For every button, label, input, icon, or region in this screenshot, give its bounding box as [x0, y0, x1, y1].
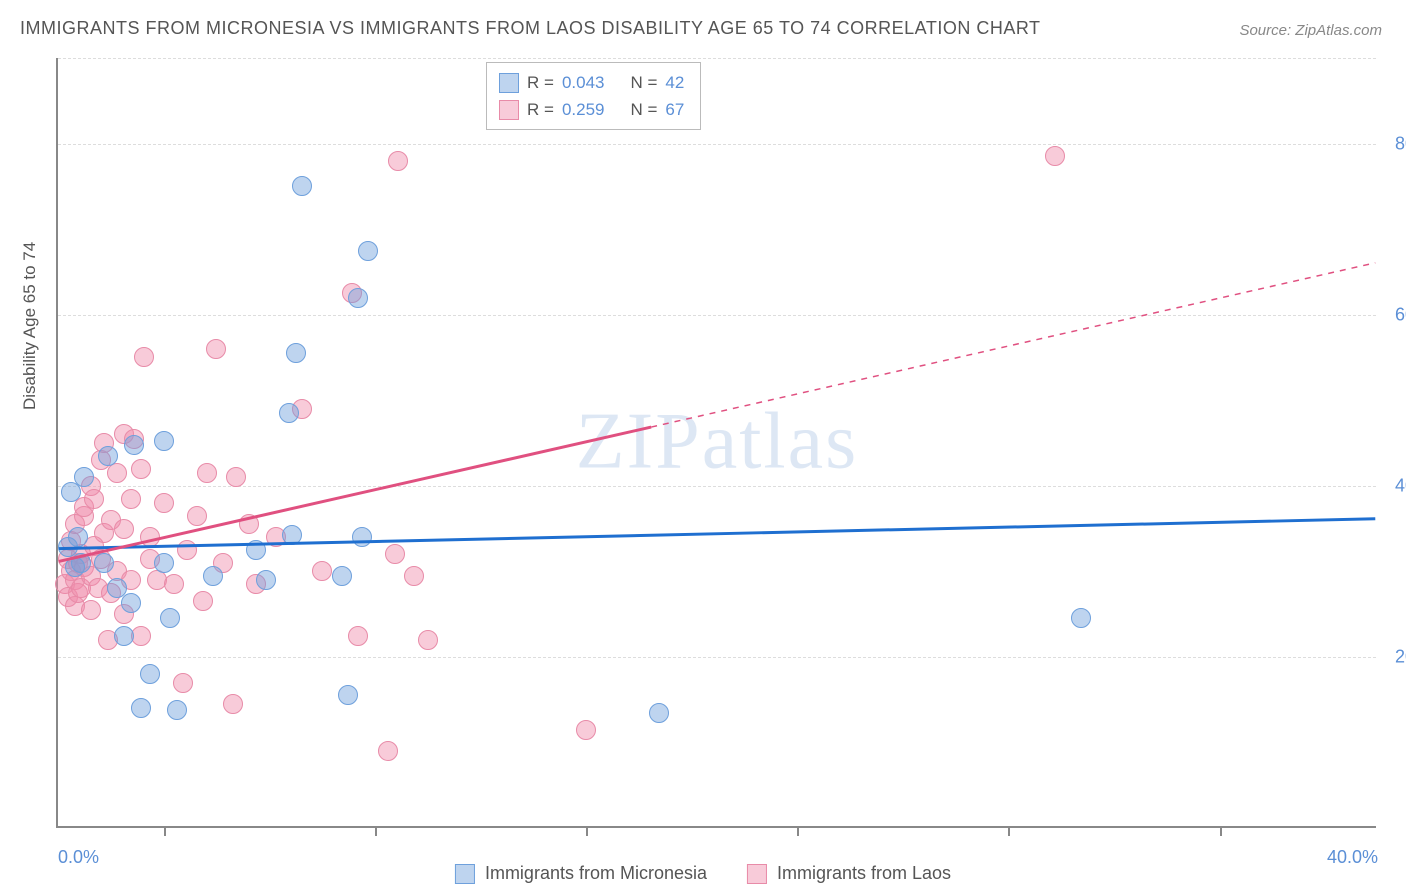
data-point	[140, 664, 160, 684]
x-tick	[586, 826, 588, 836]
data-point	[279, 403, 299, 423]
data-point	[94, 553, 114, 573]
source-label: Source: ZipAtlas.com	[1239, 22, 1382, 39]
legend-swatch-0	[499, 73, 519, 93]
x-tick-label: 0.0%	[58, 847, 99, 868]
y-tick-label: 80.0%	[1395, 133, 1406, 154]
gridline	[58, 144, 1376, 145]
data-point	[338, 685, 358, 705]
y-axis-label: Disability Age 65 to 74	[20, 242, 40, 410]
data-point	[74, 467, 94, 487]
data-point	[154, 493, 174, 513]
legend-correlation: R = 0.043 N = 42 R = 0.259 N = 67	[486, 62, 701, 130]
x-tick	[1220, 826, 1222, 836]
data-point	[160, 608, 180, 628]
data-point	[378, 741, 398, 761]
data-point	[114, 626, 134, 646]
legend-swatch-1	[499, 100, 519, 120]
data-point	[206, 339, 226, 359]
data-point	[84, 489, 104, 509]
data-point	[131, 459, 151, 479]
data-point	[154, 553, 174, 573]
data-point	[256, 570, 276, 590]
x-tick	[375, 826, 377, 836]
data-point	[114, 519, 134, 539]
y-tick-label: 40.0%	[1395, 475, 1406, 496]
r-label: R =	[527, 69, 554, 96]
legend-row-series-0: R = 0.043 N = 42	[499, 69, 684, 96]
data-point	[332, 566, 352, 586]
data-point	[404, 566, 424, 586]
chart-title: IMMIGRANTS FROM MICRONESIA VS IMMIGRANTS…	[20, 18, 1041, 39]
legend-item-1: Immigrants from Laos	[747, 863, 951, 884]
gridline	[58, 657, 1376, 658]
data-point	[358, 241, 378, 261]
data-point	[131, 698, 151, 718]
data-point	[649, 703, 669, 723]
data-point	[167, 700, 187, 720]
data-point	[286, 343, 306, 363]
watermark: ZIPatlas	[576, 397, 859, 488]
data-point	[134, 347, 154, 367]
y-tick-label: 60.0%	[1395, 304, 1406, 325]
data-point	[282, 525, 302, 545]
x-tick	[1008, 826, 1010, 836]
data-point	[203, 566, 223, 586]
data-point	[177, 540, 197, 560]
n-label: N =	[630, 69, 657, 96]
legend-label-1: Immigrants from Laos	[777, 863, 951, 884]
data-point	[173, 673, 193, 693]
y-tick-label: 20.0%	[1395, 646, 1406, 667]
data-point	[348, 288, 368, 308]
data-point	[352, 527, 372, 547]
gridline	[58, 58, 1376, 59]
plot-area: ZIPatlas R = 0.043 N = 42 R = 0.259 N = …	[56, 58, 1376, 828]
n-value-1: 67	[665, 96, 684, 123]
data-point	[121, 593, 141, 613]
x-tick-label: 40.0%	[1327, 847, 1378, 868]
r-value-1: 0.259	[562, 96, 605, 123]
data-point	[418, 630, 438, 650]
gridline	[58, 486, 1376, 487]
legend-item-0: Immigrants from Micronesia	[455, 863, 707, 884]
regression-lines	[58, 58, 1376, 826]
data-point	[292, 176, 312, 196]
data-point	[164, 574, 184, 594]
data-point	[81, 600, 101, 620]
data-point	[226, 467, 246, 487]
data-point	[68, 527, 88, 547]
legend-swatch-bottom-1	[747, 864, 767, 884]
data-point	[1045, 146, 1065, 166]
data-point	[388, 151, 408, 171]
data-point	[385, 544, 405, 564]
data-point	[576, 720, 596, 740]
data-point	[312, 561, 332, 581]
legend-row-series-1: R = 0.259 N = 67	[499, 96, 684, 123]
data-point	[348, 626, 368, 646]
data-point	[98, 446, 118, 466]
legend-swatch-bottom-0	[455, 864, 475, 884]
data-point	[246, 540, 266, 560]
data-point	[239, 514, 259, 534]
r-value-0: 0.043	[562, 69, 605, 96]
x-tick	[797, 826, 799, 836]
data-point	[124, 435, 144, 455]
legend-bottom: Immigrants from Micronesia Immigrants fr…	[455, 863, 951, 884]
data-point	[197, 463, 217, 483]
data-point	[154, 431, 174, 451]
data-point	[71, 553, 91, 573]
data-point	[223, 694, 243, 714]
n-label: N =	[630, 96, 657, 123]
legend-label-0: Immigrants from Micronesia	[485, 863, 707, 884]
x-tick	[164, 826, 166, 836]
data-point	[193, 591, 213, 611]
r-label: R =	[527, 96, 554, 123]
data-point	[107, 463, 127, 483]
gridline	[58, 315, 1376, 316]
n-value-0: 42	[665, 69, 684, 96]
data-point	[187, 506, 207, 526]
data-point	[121, 489, 141, 509]
data-point	[1071, 608, 1091, 628]
data-point	[140, 527, 160, 547]
